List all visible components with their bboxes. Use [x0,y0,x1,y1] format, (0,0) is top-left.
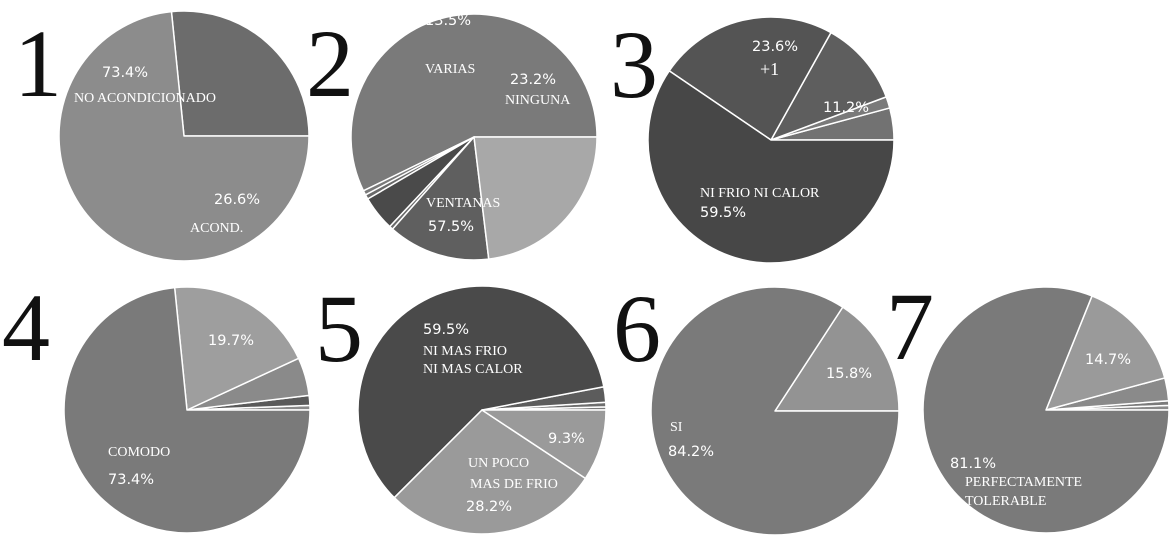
pie-2-slice-0 [350,13,598,192]
pie-3-label-3: NI FRIO NI CALOR [700,186,820,201]
pie-1-slice-1 [58,10,310,262]
chart-number-6: 6 [613,275,661,382]
pie-6-slice-0 [774,306,900,412]
chart-number-5: 5 [315,275,363,382]
pie-2-label-4: VENTANAS [426,196,500,211]
pie-2-label-2: 23.2% [510,72,556,88]
pie-4-label-1: COMODO [108,445,170,460]
pie-5-label-3: 9.3% [548,431,585,447]
pie-5-label-2: NI MAS CALOR [423,362,523,377]
pie-3-slice-3 [668,16,832,141]
pie-6-slice-1 [650,286,900,536]
pie-chart-7: 7 14.7% 81.1% PERFECTAMENTE TOLERABLE [886,273,1170,534]
pie-4-label-2: 73.4% [108,472,154,488]
pie-2-label-0: 13.5% [425,13,471,29]
chart-number-7: 7 [886,273,934,380]
pie-5-label-6: 28.2% [466,499,512,515]
pie-chart-4: 4 19.7% COMODO 73.4% [2,274,311,534]
pie-7-slice-4 [922,286,1170,534]
pie-3-slice-2 [770,31,887,141]
pie-6-label-1: SI [670,420,683,435]
pie-3-label-0: 23.6% [752,39,798,55]
pie-chart-5: 5 59.5% NI MAS FRIO NI MAS CALOR 9.3% UN POCO… [315,275,607,535]
pie-3-label-2: 11.2% [823,100,869,116]
pie-5-slice-4 [393,409,587,535]
pie-1-label-2: 26.6% [214,192,260,208]
pie-4-slice-3 [173,286,300,411]
chart-number-3: 3 [610,11,658,118]
pie-5-label-1: NI MAS FRIO [423,344,507,359]
pie-1-slice-0 [170,10,310,137]
pie-chart-6: 6 15.8% SI 84.2% [613,275,900,536]
pie-5-label-4: UN POCO [468,456,529,471]
pie-7-label-3: TOLERABLE [965,494,1046,509]
pie-2-label-3: NINGUNA [505,93,571,108]
pie-6-label-0: 15.8% [826,366,872,382]
chart-number-4: 4 [2,274,50,381]
pie-2-slice-6 [473,136,598,260]
pie-chart-3: 3 23.6% +1 11.2% NI FRIO NI CALOR 59.5% [610,11,895,264]
pie-5-slice-3 [357,285,605,499]
pie-2-label-1: VARIAS [425,62,475,77]
pie-1-label-1: NO ACONDICIONADO [74,91,216,106]
pie-5-slice-5 [481,409,607,480]
pie-1-label-3: ACOND. [190,221,243,236]
pie-6-label-2: 84.2% [668,444,714,460]
pie-2-label-5: 57.5% [428,219,474,235]
chart-number-1: 1 [14,10,62,117]
pie-4-slice-4 [63,286,311,534]
pie-chart-1: 1 73.4% NO ACONDICIONADO 26.6% ACOND. [14,10,310,262]
chart-number-2: 2 [306,10,354,117]
pie-3-label-1: +1 [760,59,779,79]
pie-7-label-2: PERFECTAMENTE [965,475,1082,490]
pie-7-slice-3 [1045,295,1166,411]
pie-5-label-5: MAS DE FRIO [470,477,558,492]
pie-2-slice-5 [391,136,490,261]
pie-7-label-0: 14.7% [1085,352,1131,368]
pie-4-label-0: 19.7% [208,333,254,349]
pie-3-slice-4 [647,70,895,264]
pie-5-label-0: 59.5% [423,322,469,338]
pie-7-label-1: 81.1% [950,456,996,472]
pie-3-label-4: 59.5% [700,205,746,221]
pie-1-label-0: 73.4% [102,65,148,81]
pie-chart-2: 2 13.5% VARIAS 23.2% NINGUNA VENTANAS 57.5% [306,10,598,261]
